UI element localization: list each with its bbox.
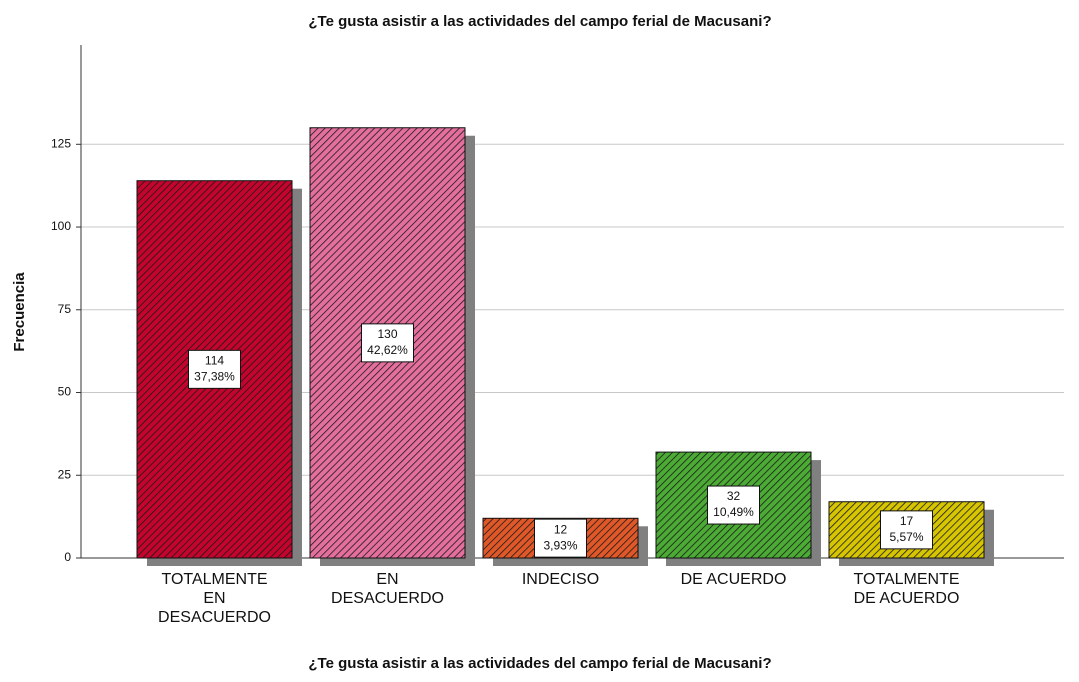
y-axis-label: Frecuencia <box>11 272 28 352</box>
y-tick-label: 25 <box>58 467 72 481</box>
x-tick-label: DE ACUERDO <box>681 571 787 588</box>
y-tick-label: 125 <box>51 136 71 150</box>
x-axis-label: ¿Te gusta asistir a las actividades del … <box>308 655 771 672</box>
count-label: 114 <box>205 354 224 368</box>
x-tick-label: DE ACUERDO <box>854 590 960 607</box>
x-tick-label: INDECISO <box>522 571 599 588</box>
x-tick-label: EN <box>376 571 398 588</box>
label-box <box>707 485 760 525</box>
percent-label: 5,57% <box>889 530 923 544</box>
label-box <box>534 518 587 558</box>
chart-title: ¿Te gusta asistir a las actividades del … <box>308 13 771 30</box>
label-box <box>361 323 414 363</box>
percent-label: 10,49% <box>713 505 754 519</box>
percent-label: 37,38% <box>194 370 235 384</box>
x-tick-label: DESACUERDO <box>331 590 444 607</box>
x-tick-label: TOTALMENTE <box>161 571 267 588</box>
count-label: 32 <box>727 489 741 503</box>
y-tick-label: 75 <box>58 302 72 316</box>
count-label: 12 <box>554 522 568 536</box>
y-tick-label: 100 <box>51 219 71 233</box>
count-label: 17 <box>900 514 914 528</box>
label-box <box>188 349 241 389</box>
count-label: 130 <box>377 327 397 341</box>
x-tick-label: EN <box>203 590 225 607</box>
y-tick-label: 0 <box>64 550 71 564</box>
y-tick-label: 50 <box>58 385 72 399</box>
label-box <box>880 510 933 550</box>
x-tick-label: DESACUERDO <box>158 609 271 626</box>
x-tick-label: TOTALMENTE <box>853 571 959 588</box>
percent-label: 42,62% <box>367 343 408 357</box>
percent-label: 3,93% <box>543 538 577 552</box>
